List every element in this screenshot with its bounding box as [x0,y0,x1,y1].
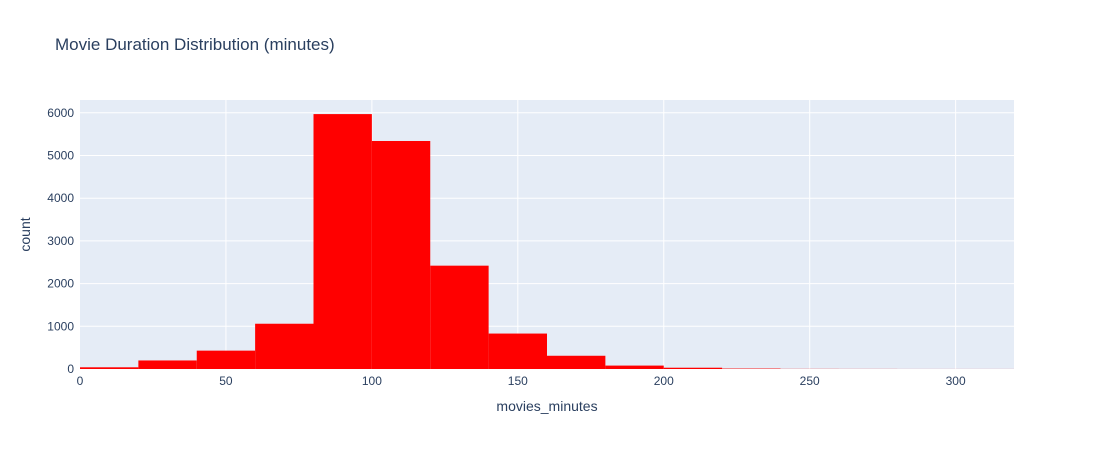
x-tick-label: 50 [219,374,233,388]
gridlines [80,100,1014,369]
histogram-bar[interactable] [605,365,664,369]
x-tick-label: 200 [654,374,674,388]
y-tick-label: 4000 [47,191,74,205]
histogram-bar[interactable] [80,367,139,369]
histogram-bar[interactable] [547,355,606,369]
x-tick-label: 250 [800,374,820,388]
y-tick-label: 6000 [47,106,74,120]
y-tick-label: 5000 [47,149,74,163]
histogram-bar[interactable] [196,350,256,369]
histogram-bar[interactable] [488,333,547,369]
x-tick-label: 150 [508,374,528,388]
y-axis-ticks: 0 1000 2000 3000 4000 5000 6000 [47,106,74,376]
plot-area [80,100,1014,369]
y-tick-label: 1000 [47,319,74,333]
x-axis-ticks: 0 50 100 150 200 250 300 [77,374,966,388]
chart-title: Movie Duration Distribution (minutes) [55,35,335,54]
histogram-bar[interactable] [663,367,723,369]
x-axis-label: movies_minutes [496,398,597,414]
y-axis-label: count [17,217,33,251]
x-tick-label: 100 [362,374,382,388]
histogram-bar[interactable] [371,140,431,369]
x-tick-label: 0 [77,374,84,388]
histogram-bar[interactable] [255,323,314,369]
x-tick-label: 300 [946,374,966,388]
y-tick-label: 0 [67,362,74,376]
y-tick-label: 3000 [47,234,74,248]
y-tick-label: 2000 [47,277,74,291]
histogram-bar[interactable] [138,360,197,369]
histogram-bar[interactable] [313,114,372,369]
bars [80,114,1014,369]
histogram-bar[interactable] [430,265,489,369]
